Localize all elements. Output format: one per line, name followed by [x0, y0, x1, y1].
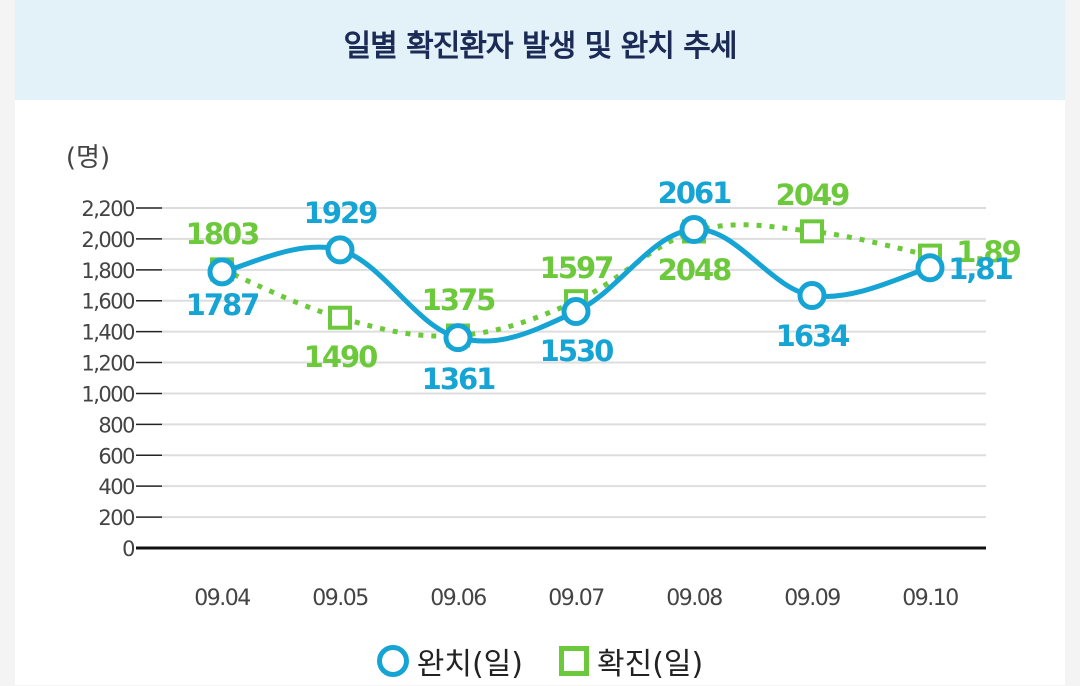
y-tick-label: 400 [98, 475, 134, 499]
series-markers [207, 214, 945, 353]
legend-item-recovered: 완치(일) [376, 639, 523, 683]
y-unit-label: (명) [66, 143, 110, 173]
marker-recovered [443, 323, 473, 353]
marker-confirmed [800, 219, 824, 244]
marker-recovered [915, 253, 945, 283]
data-label-recovered: 1361 [422, 362, 496, 396]
data-label-confirmed: 1597 [540, 251, 613, 285]
data-label-confirmed: 1375 [422, 283, 496, 317]
x-tick-label: 09.06 [430, 586, 486, 611]
data-label-recovered: 1929 [304, 196, 378, 230]
x-tick-label: 09.09 [784, 586, 840, 611]
data-label-recovered: 1530 [540, 334, 614, 368]
data-label-confirmed: 1490 [304, 340, 378, 374]
y-tick-label: 1,400 [81, 321, 134, 345]
y-tick-label: 0 [122, 537, 134, 561]
data-label-recovered: 1,81 [948, 252, 1012, 286]
marker-recovered [207, 257, 237, 287]
y-tick-label: 2,200 [81, 197, 134, 221]
x-tick-label: 09.05 [312, 586, 368, 611]
circle-marker-icon [376, 645, 409, 677]
x-tick-label: 09.08 [666, 586, 722, 611]
data-label-confirmed: 2049 [776, 178, 850, 212]
y-tick-label: 600 [98, 444, 134, 468]
legend-label-confirmed: 확진(일) [597, 647, 704, 682]
title-band [15, 0, 1065, 100]
y-tick-label: 1,600 [81, 290, 134, 314]
marker-recovered [679, 214, 709, 244]
y-tick-label: 2,000 [81, 228, 134, 252]
y-tick-label: 800 [98, 413, 134, 437]
legend-item-confirmed: 확진(일) [559, 639, 703, 683]
marker-confirmed [328, 305, 352, 330]
x-tick-label: 09.07 [548, 586, 604, 611]
x-tick-labels: 09.04 09.05 09.06 09.07 09.08 09.09 09.10 [194, 586, 959, 611]
legend-label-recovered: 완치(일) [416, 647, 523, 682]
data-label-confirmed: 1803 [186, 217, 259, 251]
x-tick-label: 09.10 [902, 586, 958, 611]
square-marker-icon [559, 646, 589, 676]
y-tick-labels: 0 200 400 600 800 1,000 1,200 1,400 1,600 1,800 2,… [81, 197, 135, 561]
data-labels: 1803 1490 1375 1597 2048 2049 1,89 1787 1929 1361… [186, 176, 1023, 396]
data-label-recovered: 2061 [658, 176, 732, 210]
data-label-recovered: 1787 [186, 288, 259, 322]
data-label-confirmed: 2048 [658, 253, 732, 287]
marker-recovered [797, 280, 827, 310]
data-label-confirmed: 1,89 [956, 235, 1020, 269]
y-tick-label: 1,800 [81, 259, 134, 283]
legend: 완치(일) 확진(일) [0, 636, 1080, 686]
marker-recovered [325, 235, 355, 265]
y-tick-label: 1,200 [81, 352, 134, 376]
marker-recovered [561, 297, 591, 327]
y-tick-label: 1,000 [81, 382, 134, 406]
data-label-recovered: 1634 [776, 319, 850, 353]
line-chart: (명) 0 200 400 600 800 1,000 1,200 1,400 1,600 1,8… [66, 143, 1023, 611]
chart-title: 일별 확진환자 발생 및 완치 추세 [343, 29, 737, 64]
chart-card: 일별 확진환자 발생 및 완치 추세 [15, 0, 1065, 685]
y-tick-label: 200 [98, 506, 134, 530]
x-tick-label: 09.04 [194, 586, 250, 611]
